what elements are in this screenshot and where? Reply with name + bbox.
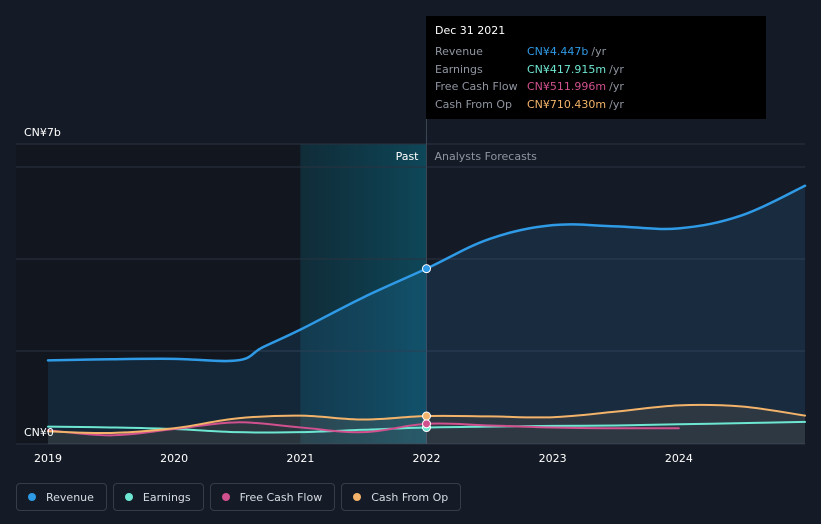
chart-grid bbox=[16, 118, 805, 445]
chart-markers bbox=[422, 264, 431, 433]
tooltip-value: CN¥4.447b bbox=[527, 45, 589, 59]
highlight-region bbox=[300, 144, 427, 444]
x-tick-label: 2019 bbox=[34, 452, 62, 465]
forecast-label: Analysts Forecasts bbox=[435, 150, 538, 163]
legend-label: Free Cash Flow bbox=[239, 490, 323, 504]
tooltip-label: Revenue bbox=[435, 45, 483, 59]
tooltip-unit: /yr bbox=[591, 45, 607, 59]
legend-label: Revenue bbox=[46, 490, 94, 504]
x-tick-label: 2020 bbox=[160, 452, 188, 465]
tooltip-value: CN¥710.430m bbox=[527, 97, 607, 111]
free-cash-flow-marker bbox=[422, 419, 431, 429]
legend-dot-icon bbox=[353, 493, 362, 501]
free-cash-flow-line bbox=[47, 421, 680, 437]
tooltip-label: Cash From Op bbox=[435, 97, 513, 111]
legend-dot-icon bbox=[124, 493, 133, 501]
tooltip-unit: /yr bbox=[609, 97, 624, 111]
legend-item-free-cash-flow[interactable]: Free Cash Flow bbox=[209, 483, 336, 511]
tooltip-value: CN¥511.996m bbox=[527, 80, 607, 94]
legend-label: Earnings bbox=[142, 490, 191, 504]
legend-dot-icon bbox=[221, 493, 230, 501]
tooltip-date: Dec 31 2021 bbox=[435, 24, 506, 37]
legend-item-revenue[interactable]: Revenue bbox=[16, 483, 107, 511]
tooltip-unit: /yr bbox=[609, 80, 624, 94]
revenue-marker bbox=[422, 264, 431, 274]
tooltip-panel: Dec 31 2021 Revenue CN¥4.447b /yr Earnin… bbox=[426, 16, 766, 119]
y-axis-bottom-label: CN¥0 bbox=[24, 426, 54, 439]
legend-item-earnings[interactable]: Earnings bbox=[112, 483, 204, 511]
y-axis-top-label: CN¥7b bbox=[24, 126, 61, 139]
past-label: Past bbox=[396, 150, 420, 163]
legend-dot-icon bbox=[28, 493, 36, 501]
tooltip-label: Free Cash Flow bbox=[435, 80, 518, 94]
legend: Revenue Earnings Free Cash Flow Cash Fro… bbox=[16, 483, 462, 511]
chart-labels: Past Analysts Forecasts CN¥7b CN¥0 2019 2020 2… bbox=[24, 126, 693, 465]
cash-from-op-marker bbox=[422, 411, 431, 421]
legend-item-cash-from-op[interactable]: Cash From Op bbox=[341, 483, 462, 511]
x-tick-label: 2022 bbox=[413, 452, 441, 465]
x-tick-label: 2023 bbox=[539, 452, 567, 465]
tooltip-row-earnings: Earnings CN¥417.915m /yr bbox=[435, 61, 757, 79]
revenue-line bbox=[46, 184, 807, 363]
tooltip-value: CN¥417.915m bbox=[527, 62, 607, 76]
tooltip-label: Earnings bbox=[435, 62, 483, 76]
tooltip-row-cash-from-op: Cash From Op CN¥710.430m /yr bbox=[435, 96, 757, 114]
x-tick-label: 2024 bbox=[665, 452, 693, 465]
tooltip-unit: /yr bbox=[609, 62, 624, 76]
legend-label: Cash From Op bbox=[371, 490, 449, 504]
tooltip-row-free-cash-flow: Free Cash Flow CN¥511.996m /yr bbox=[435, 78, 757, 96]
x-tick-label: 2021 bbox=[286, 452, 314, 465]
tooltip-row-revenue: Revenue CN¥4.447b /yr bbox=[435, 43, 757, 61]
revenue-area bbox=[48, 185, 805, 444]
